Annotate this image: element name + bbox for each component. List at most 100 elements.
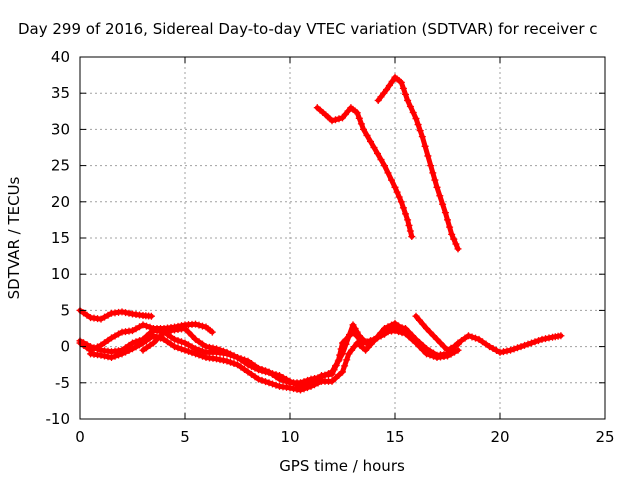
data-point: [304, 384, 311, 392]
data-point: [454, 340, 462, 348]
data-point: [433, 183, 441, 191]
data-point: [357, 120, 365, 128]
series-6: [412, 312, 462, 354]
data-point: [279, 376, 287, 384]
data-point: [339, 368, 346, 376]
data-point: [276, 375, 283, 383]
data-point: [423, 350, 430, 358]
data-point: [517, 343, 525, 351]
data-point: [383, 86, 391, 94]
data-point: [153, 335, 161, 343]
y-tick-label: 35: [51, 84, 70, 102]
data-point: [328, 117, 336, 125]
data-point: [399, 84, 407, 92]
data-point: [181, 346, 189, 354]
data-point: [237, 355, 245, 363]
data-point: [262, 378, 269, 386]
data-point: [125, 309, 133, 317]
data-point: [241, 356, 248, 364]
data-point: [388, 176, 395, 184]
data-point: [521, 341, 528, 349]
data-point: [208, 328, 216, 336]
data-point: [353, 109, 361, 117]
data-point: [311, 374, 318, 382]
data-point: [374, 333, 381, 341]
data-point: [496, 348, 504, 356]
data-point: [465, 332, 472, 340]
data-point: [122, 309, 129, 317]
data-point: [355, 114, 363, 122]
chart-title: Day 299 of 2016, Sidereal Day-to-day VTE…: [18, 20, 598, 38]
x-axis-title: GPS time / hours: [279, 457, 405, 475]
data-point: [307, 375, 315, 383]
data-point: [101, 352, 108, 360]
data-point: [108, 353, 115, 361]
data-point: [468, 333, 476, 341]
data-point: [430, 332, 437, 340]
data-point: [351, 325, 359, 332]
data-point: [185, 328, 192, 336]
x-tick-label: 5: [180, 428, 190, 446]
y-tick-label: -10: [46, 410, 71, 428]
data-point: [391, 183, 399, 191]
data-point: [195, 351, 203, 359]
data-point: [406, 102, 414, 110]
tick-labels: 0 5 10 15 20 25 -10 -5 0 5 10 15 20 25 30 35 40: [46, 48, 615, 446]
data-point: [441, 209, 449, 217]
data-point: [335, 371, 343, 379]
data-point: [192, 320, 199, 328]
data-point: [404, 96, 412, 104]
data-point: [436, 192, 444, 200]
data-point: [350, 343, 358, 351]
data-point: [300, 378, 308, 386]
data-point: [192, 350, 199, 358]
data-point: [503, 347, 511, 355]
data-point: [199, 352, 206, 360]
data-point: [272, 381, 280, 389]
data-point: [258, 376, 266, 384]
data-point: [450, 235, 458, 243]
data-point: [510, 345, 518, 353]
data-point: [174, 337, 182, 345]
data-point: [419, 346, 427, 354]
data-point: [367, 137, 374, 145]
data-point: [255, 375, 262, 383]
data-point: [258, 366, 266, 374]
data-point: [391, 327, 399, 335]
x-tick-label: 25: [595, 428, 614, 446]
data-point: [448, 230, 456, 238]
data-point: [384, 169, 392, 177]
data-point: [414, 121, 422, 129]
data-point: [167, 327, 175, 335]
data-point: [472, 334, 479, 342]
data-series: [76, 73, 565, 394]
data-point: [335, 356, 343, 364]
data-point: [409, 109, 417, 117]
data-point: [150, 339, 157, 347]
data-point: [404, 216, 412, 224]
data-point: [412, 339, 420, 347]
data-point: [454, 245, 462, 253]
data-point: [185, 347, 192, 355]
data-point: [90, 344, 98, 352]
data-point: [297, 386, 304, 394]
data-point: [328, 368, 336, 376]
y-tick-label: 10: [51, 265, 70, 283]
data-point: [202, 343, 210, 351]
y-tick-label: 30: [51, 120, 70, 138]
data-point: [374, 96, 382, 104]
data-point: [538, 335, 546, 343]
data-point: [335, 115, 343, 123]
data-point: [332, 362, 339, 370]
data-point: [230, 359, 238, 367]
series-line: [314, 105, 415, 240]
data-point: [397, 198, 405, 206]
data-point: [416, 343, 423, 351]
data-point: [111, 352, 119, 360]
data-point: [97, 351, 105, 359]
data-point: [380, 89, 388, 97]
data-point: [139, 321, 147, 329]
data-point: [181, 325, 189, 332]
data-point: [147, 312, 155, 320]
